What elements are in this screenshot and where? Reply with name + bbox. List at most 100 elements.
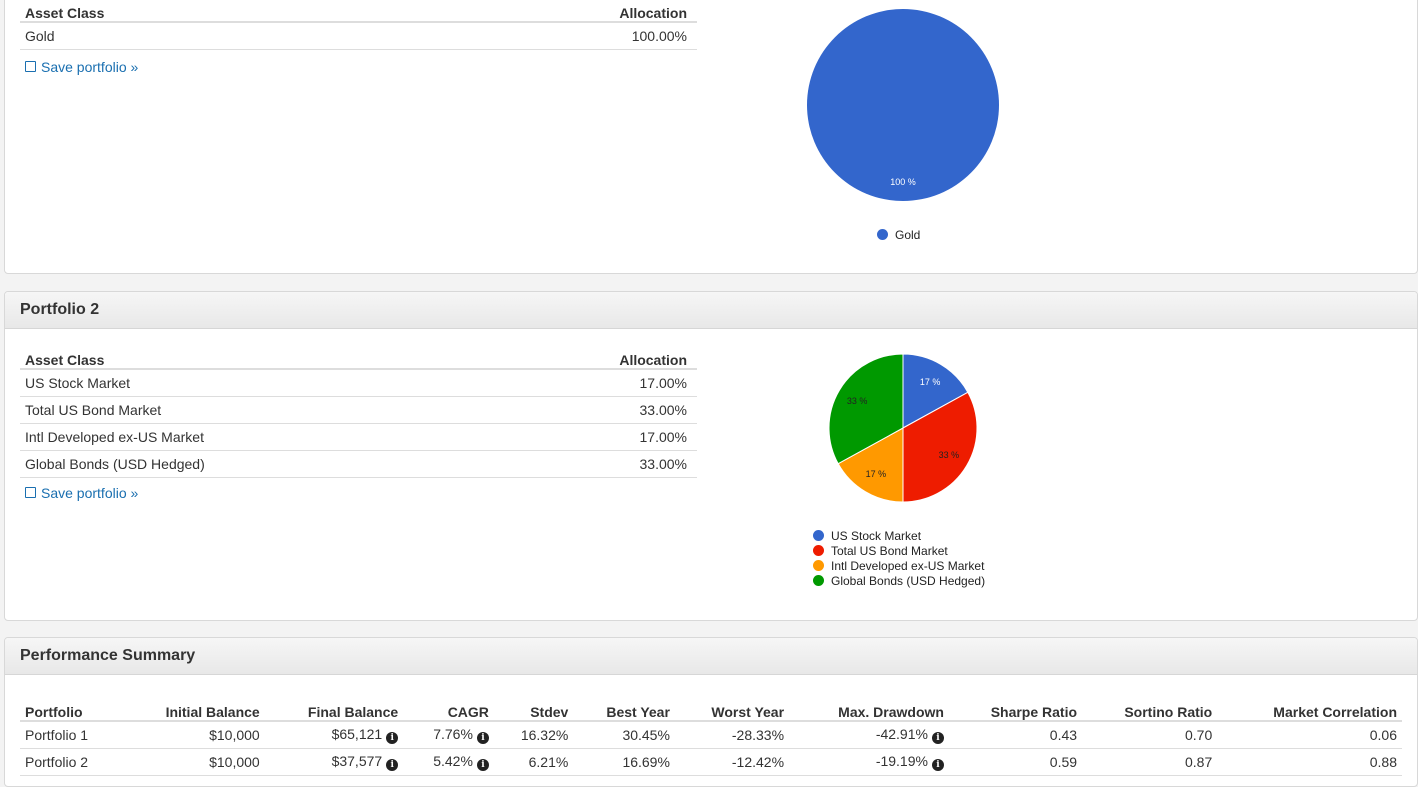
portfolio-1-pie-chart: 100 %	[807, 9, 999, 201]
portfolio-2-pie-chart: 17 % 33 % 17 % 33 %	[828, 353, 978, 503]
info-circle-icon[interactable]: i	[476, 759, 489, 771]
asset-allocation: 17.00%	[491, 369, 697, 397]
pie-slice-us-stock-market[interactable]	[902, 353, 969, 429]
portfolio-2-title: Portfolio 2	[5, 292, 1417, 329]
pie-slice-label: 33 %	[847, 396, 868, 406]
save-portfolio-2-link[interactable]: Save portfolio »	[25, 485, 138, 501]
final-balance-cell: $65,121 i	[264, 721, 404, 749]
initial-balance: $10,000	[120, 748, 265, 776]
legend-label: Intl Developed ex-US Market	[831, 559, 985, 573]
market-correlation: 0.06	[1217, 721, 1402, 749]
sortino-ratio: 0.87	[1082, 748, 1218, 776]
legend-item[interactable]: Global Bonds (USD Hedged)	[813, 574, 985, 589]
pie-slice-gold[interactable]	[807, 9, 999, 201]
max-drawdown: -42.91%	[875, 726, 928, 742]
asset-name: Total US Bond Market	[20, 396, 492, 424]
legend-label: Global Bonds (USD Hedged)	[831, 574, 986, 588]
legend-swatch	[813, 575, 824, 586]
col-initial-balance: Initial Balance	[120, 696, 265, 722]
sortino-ratio: 0.70	[1082, 721, 1218, 749]
cagr: 7.76%	[433, 726, 473, 742]
info-circle-icon[interactable]: i	[476, 732, 489, 744]
max-drawdown-cell: -19.19% i	[789, 748, 949, 776]
save-portfolio-1-link[interactable]: Save portfolio »	[25, 59, 138, 75]
cagr-cell: 7.76% i	[403, 721, 494, 749]
floppy-disk-icon	[25, 61, 36, 72]
performance-table: Portfolio Initial Balance Final Balance …	[20, 696, 1402, 776]
performance-summary-panel: Performance Summary Portfolio Initial Ba…	[4, 637, 1418, 787]
col-final-balance: Final Balance	[264, 696, 404, 722]
portfolio-name: Portfolio 1	[20, 721, 121, 749]
pie-slice-global-bonds-usd-hedged[interactable]	[828, 353, 904, 465]
max-drawdown-cell: -42.91% i	[789, 721, 949, 749]
final-balance-cell: $37,577 i	[264, 748, 404, 776]
info-circle-icon[interactable]: i	[931, 732, 944, 744]
col-allocation: Allocation	[371, 1, 697, 23]
pie-slice-label: 17 %	[866, 469, 887, 479]
table-row: Portfolio 2 $10,000 $37,577 i 5.42% i 6.21…	[20, 748, 1402, 776]
info-circle-icon[interactable]: i	[931, 759, 944, 771]
legend-item[interactable]: US Stock Market	[813, 529, 985, 544]
worst-year: -28.33%	[674, 721, 790, 749]
col-stdev: Stdev	[493, 696, 574, 722]
info-circle-icon[interactable]: i	[386, 732, 399, 744]
col-allocation: Allocation	[491, 348, 697, 370]
col-max-drawdown: Max. Drawdown	[789, 696, 949, 722]
stdev: 6.21%	[493, 748, 574, 776]
col-cagr: CAGR	[403, 696, 494, 722]
legend-label: Total US Bond Market	[831, 544, 948, 558]
col-worst-year: Worst Year	[674, 696, 790, 722]
portfolio-2-legend: US Stock Market Total US Bond Market Intl …	[813, 529, 985, 589]
asset-allocation: 100.00%	[371, 22, 697, 50]
legend-swatch	[813, 545, 824, 556]
market-correlation: 0.88	[1217, 748, 1402, 776]
best-year: 16.69%	[573, 748, 675, 776]
portfolio-2-panel: Portfolio 2 Asset Class Allocation US St…	[4, 291, 1418, 621]
pie-slice-label: 17 %	[920, 377, 941, 387]
col-best-year: Best Year	[573, 696, 675, 722]
portfolio-1-allocation-table: Asset Class Allocation Gold 100.00%	[20, 1, 697, 50]
final-balance: $37,577	[331, 753, 383, 769]
table-row: Global Bonds (USD Hedged) 33.00%	[20, 450, 697, 478]
legend-swatch	[877, 229, 888, 240]
legend-label: US Stock Market	[831, 529, 922, 543]
portfolio-name: Portfolio 2	[20, 748, 121, 776]
table-row: Total US Bond Market 33.00%	[20, 396, 697, 424]
pie-slice-intl-developed-ex-us-market[interactable]	[837, 427, 904, 503]
max-drawdown: -19.19%	[875, 753, 928, 769]
cagr: 5.42%	[433, 753, 473, 769]
asset-name: US Stock Market	[20, 369, 492, 397]
legend-item[interactable]: Gold	[877, 228, 920, 243]
final-balance: $65,121	[331, 726, 383, 742]
pie-slice-label: 100 %	[890, 177, 916, 187]
worst-year: -12.42%	[674, 748, 790, 776]
stdev: 16.32%	[493, 721, 574, 749]
table-row: Gold 100.00%	[20, 22, 697, 50]
col-asset-class: Asset Class	[20, 1, 372, 23]
pie-slice-total-us-bond-market[interactable]	[902, 391, 978, 503]
info-circle-icon[interactable]: i	[386, 759, 399, 771]
legend-label: Gold	[895, 228, 921, 242]
legend-swatch	[813, 560, 824, 571]
portfolio-2-allocation-table: Asset Class Allocation US Stock Market 1…	[20, 348, 697, 478]
save-portfolio-label: Save portfolio »	[41, 59, 139, 75]
col-asset-class: Asset Class	[20, 348, 492, 370]
asset-allocation: 17.00%	[491, 423, 697, 451]
col-market-correlation: Market Correlation	[1217, 696, 1402, 722]
cagr-cell: 5.42% i	[403, 748, 494, 776]
floppy-disk-icon	[25, 487, 36, 498]
table-row: US Stock Market 17.00%	[20, 369, 697, 397]
asset-name: Global Bonds (USD Hedged)	[20, 450, 492, 478]
asset-allocation: 33.00%	[491, 396, 697, 424]
portfolio-1-panel: Asset Class Allocation Gold 100.00% Save…	[4, 0, 1418, 274]
sharpe-ratio: 0.43	[948, 721, 1083, 749]
col-sortino-ratio: Sortino Ratio	[1082, 696, 1218, 722]
col-portfolio: Portfolio	[20, 696, 121, 722]
pie-slice-label: 33 %	[939, 450, 960, 460]
initial-balance: $10,000	[120, 721, 265, 749]
legend-item[interactable]: Intl Developed ex-US Market	[813, 559, 985, 574]
legend-swatch	[813, 530, 824, 541]
portfolio-1-legend: Gold	[877, 228, 920, 243]
legend-item[interactable]: Total US Bond Market	[813, 544, 985, 559]
asset-allocation: 33.00%	[491, 450, 697, 478]
